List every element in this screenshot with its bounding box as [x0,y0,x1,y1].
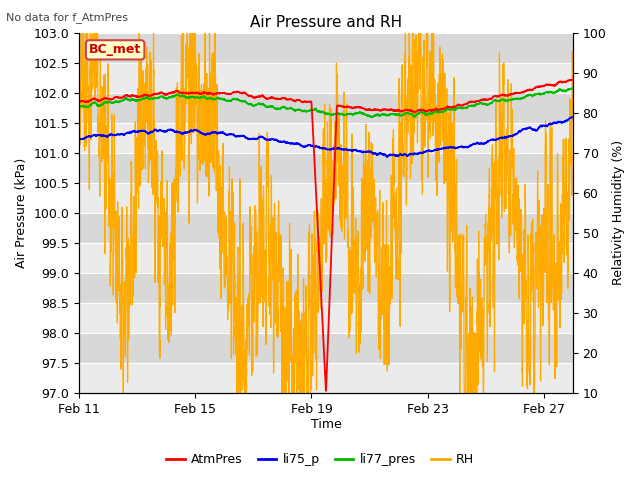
Title: Air Pressure and RH: Air Pressure and RH [250,15,402,30]
Bar [79,153,573,183]
X-axis label: Time: Time [310,419,341,432]
Bar [79,213,573,243]
Y-axis label: Air Pressure (kPa): Air Pressure (kPa) [15,157,28,268]
Legend: AtmPres, li75_p, li77_pres, RH: AtmPres, li75_p, li77_pres, RH [161,448,479,471]
Bar [79,273,573,303]
Y-axis label: Relativity Humidity (%): Relativity Humidity (%) [612,140,625,285]
Bar [79,303,573,333]
Bar [79,123,573,153]
Bar [79,333,573,363]
Bar [79,243,573,273]
Text: BC_met: BC_met [89,43,141,56]
Bar [79,363,573,393]
Bar [79,33,573,62]
Bar [79,62,573,93]
Bar [79,93,573,123]
Text: No data for f_AtmPres: No data for f_AtmPres [6,12,129,23]
Bar [79,183,573,213]
